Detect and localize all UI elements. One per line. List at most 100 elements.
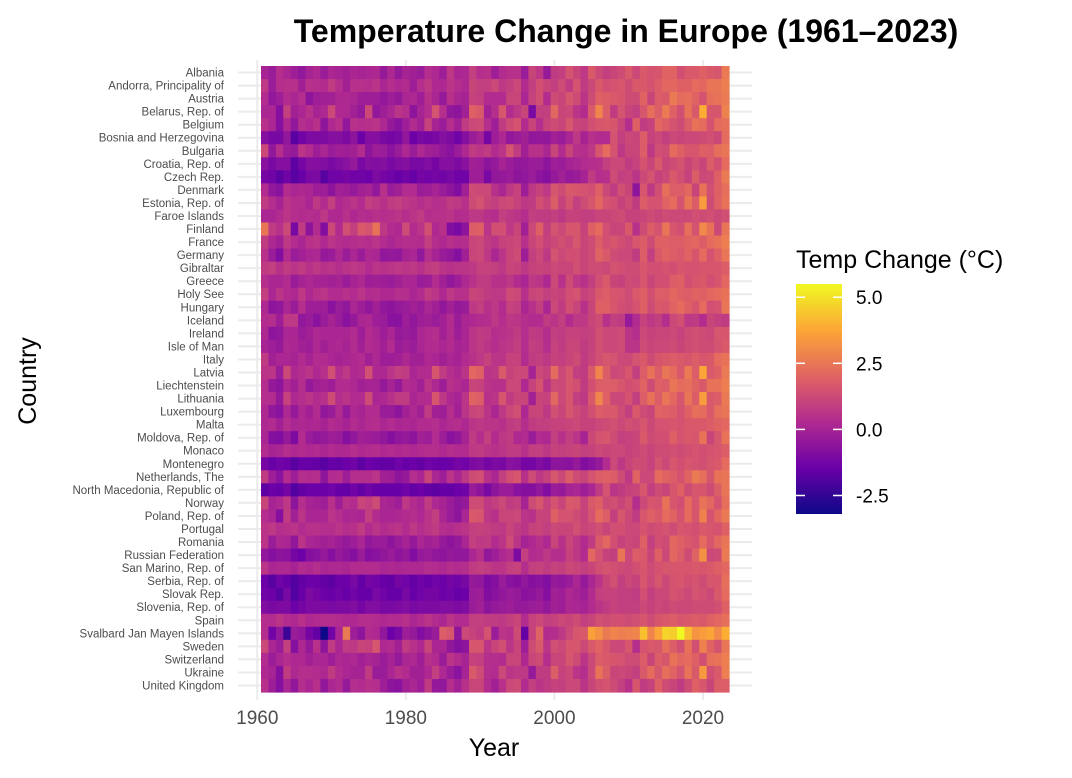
heatmap-cell (565, 639, 574, 654)
heatmap-cell (521, 196, 530, 211)
heatmap-cell (625, 79, 634, 93)
heatmap-cell (647, 261, 656, 276)
heatmap-cell (580, 652, 589, 667)
heatmap-cell (677, 522, 686, 537)
heatmap-cell (632, 496, 641, 511)
heatmap-cell (654, 261, 663, 276)
heatmap-cell (573, 392, 582, 406)
heatmap-cell (543, 535, 552, 550)
heatmap-cell (372, 261, 381, 276)
heatmap-cell (565, 287, 574, 302)
heatmap-cell (610, 300, 619, 315)
heatmap-cell (521, 287, 530, 302)
heatmap-cell (550, 326, 559, 341)
heatmap-cell (535, 639, 544, 654)
heatmap-cell (528, 118, 537, 132)
heatmap-cell (454, 66, 463, 80)
heatmap-cell (313, 665, 322, 680)
heatmap-cell (521, 170, 530, 184)
heatmap-cell (580, 66, 589, 80)
heatmap-cell (706, 287, 715, 302)
heatmap-cell (305, 79, 314, 93)
heatmap-cell (483, 639, 492, 654)
heatmap-cell (461, 548, 470, 563)
heatmap-cell (721, 274, 730, 289)
heatmap-cell (535, 131, 544, 145)
heatmap-cell (587, 313, 596, 328)
heatmap-cell (528, 457, 537, 471)
heatmap-cell (431, 157, 440, 171)
heatmap-cell (654, 626, 663, 641)
heatmap-cell (647, 92, 656, 106)
heatmap-cell (506, 496, 515, 511)
heatmap-cell (394, 118, 403, 132)
heatmap-cell (595, 144, 604, 158)
heatmap-cell (461, 131, 470, 145)
heatmap-cell (617, 574, 626, 589)
heatmap-cell (587, 261, 596, 276)
heatmap-cell (580, 483, 589, 497)
heatmap-cell (424, 379, 433, 393)
heatmap-cell (379, 92, 388, 106)
heatmap-cell (320, 287, 329, 302)
heatmap-cell (699, 196, 708, 211)
heatmap-cell (402, 339, 411, 354)
heatmap-cell (677, 444, 686, 458)
heatmap-cell (684, 522, 693, 537)
heatmap-cell (409, 66, 418, 80)
heatmap-cell (662, 626, 671, 641)
heatmap-cell (461, 405, 470, 419)
heatmap-cell (543, 574, 552, 589)
heatmap-cell (409, 287, 418, 302)
heatmap-cell (469, 287, 478, 302)
heatmap-cell (402, 287, 411, 302)
heatmap-cell (283, 287, 292, 302)
heatmap-cell (550, 92, 559, 106)
heatmap-cell (662, 287, 671, 302)
heatmap-cell (639, 509, 648, 524)
heatmap-cell (394, 470, 403, 484)
heatmap-cell (327, 379, 336, 393)
heatmap-cell (662, 470, 671, 484)
heatmap-cell (573, 587, 582, 602)
heatmap-cell (357, 652, 366, 667)
heatmap-cell (320, 509, 329, 524)
heatmap-cell (491, 652, 500, 667)
heatmap-cell (684, 105, 693, 119)
heatmap-cell (320, 613, 329, 628)
heatmap-cell (647, 79, 656, 93)
heatmap-cell (290, 561, 299, 576)
heatmap-cell (573, 548, 582, 563)
heatmap-cell (424, 326, 433, 341)
heatmap-cell (305, 365, 314, 380)
heatmap-cell (528, 339, 537, 354)
heatmap-cell (313, 405, 322, 419)
heatmap-cell (454, 248, 463, 263)
heatmap-cell (298, 405, 307, 419)
heatmap-cell (409, 483, 418, 497)
heatmap-cell (506, 431, 515, 445)
heatmap-cell (513, 587, 522, 602)
heatmap-cell (535, 196, 544, 211)
heatmap-cell (268, 326, 277, 341)
heatmap-cell (372, 196, 381, 211)
heatmap-cell (320, 457, 329, 471)
heatmap-cell (387, 196, 396, 211)
heatmap-cell (417, 339, 426, 354)
heatmap-cell (513, 678, 522, 693)
heatmap-cell (602, 274, 611, 289)
heatmap-cell (298, 339, 307, 354)
heatmap-cell (461, 587, 470, 602)
heatmap-cell (372, 92, 381, 106)
heatmap-cell (483, 431, 492, 445)
heatmap-cell (283, 392, 292, 406)
heatmap-cell (625, 626, 634, 641)
heatmap-cell (550, 483, 559, 497)
heatmap-cell (506, 118, 515, 132)
heatmap-cell (491, 287, 500, 302)
heatmap-cell (424, 509, 433, 524)
heatmap-cell (498, 196, 507, 211)
heatmap-cell (298, 287, 307, 302)
heatmap-cell (506, 574, 515, 589)
heatmap-cell (357, 352, 366, 367)
